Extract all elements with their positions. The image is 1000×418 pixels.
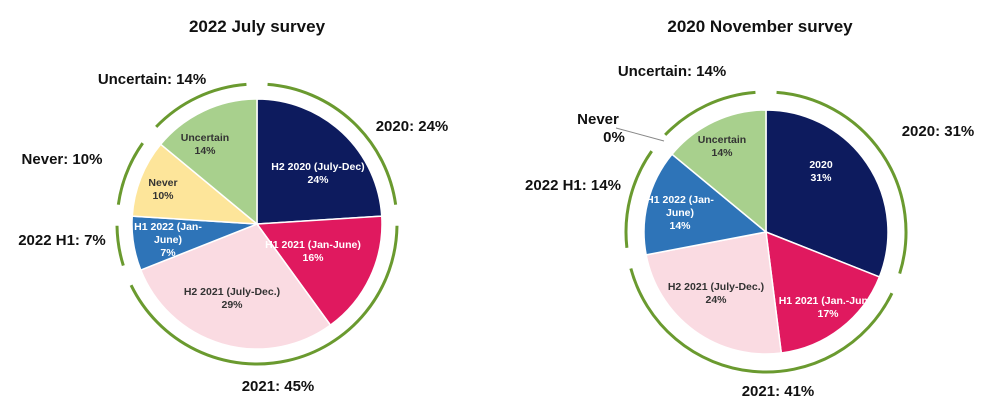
slice-label: H1 2022 (Jan-June) 14% [646,194,714,232]
group-label: 2022 H1: 14% [525,177,621,194]
ring-arc [129,225,399,366]
ring-arc [115,225,125,267]
pie-slice [643,153,768,256]
slice-label: Uncertain 14% [698,134,746,159]
group-label: 2021: 41% [742,383,815,400]
pie-slice [645,231,783,355]
slice-label: H2 2020 (July-Dec) 24% [271,161,364,186]
ring-arc [267,82,398,205]
ring-arc [664,90,756,136]
pie-slice [255,215,383,327]
pie-chart-2020-november: 2020 November survey 2020 31% H1 2021 (Jan… [525,17,974,400]
ring-arc [776,90,908,275]
group-label: 2022 H1: 7% [18,232,106,249]
ring-arc [116,142,144,205]
pie-slice [139,223,332,350]
group-label: 2021: 45% [242,378,315,395]
pie-slice [159,98,258,226]
pie-slice [765,230,881,354]
slice-label: Uncertain 14% [181,132,229,157]
slice-label: H2 2021 (July-Dec.) 24% [668,281,764,306]
pie-slice [765,109,889,278]
slice-label: H1 2022 (Jan-June) 7% [134,221,202,259]
ring-arc [624,150,653,248]
group-label: Uncertain: 14% [618,63,726,80]
group-label: Uncertain: 14% [98,71,206,88]
chart-title: 2020 November survey [667,17,853,36]
pie-slice [131,143,260,225]
ring-arc [629,268,894,374]
slice-label: H2 2021 (July-Dec.) 29% [184,286,280,311]
pie-slice [670,109,767,234]
pie-chart-2022-july: 2022 July survey H2 2020 (July-Dec) 24% H1… [18,17,448,395]
ring-arc [155,82,247,128]
chart-title: 2022 July survey [189,17,326,36]
slice-label: 2020 31% [809,159,833,184]
group-label: 2020: 31% [902,123,975,140]
group-label: 2020: 24% [376,118,449,135]
leader-line [615,127,665,142]
slice-label: Never 10% [148,177,177,202]
slice-label: H1 2021 (Jan.-June) 17% [779,295,878,320]
group-label: Never: 10% [22,151,103,168]
pie-slice [256,98,383,225]
group-label: Never 0% [577,111,625,146]
slice-label: H1 2021 (Jan-June) 16% [265,239,361,264]
